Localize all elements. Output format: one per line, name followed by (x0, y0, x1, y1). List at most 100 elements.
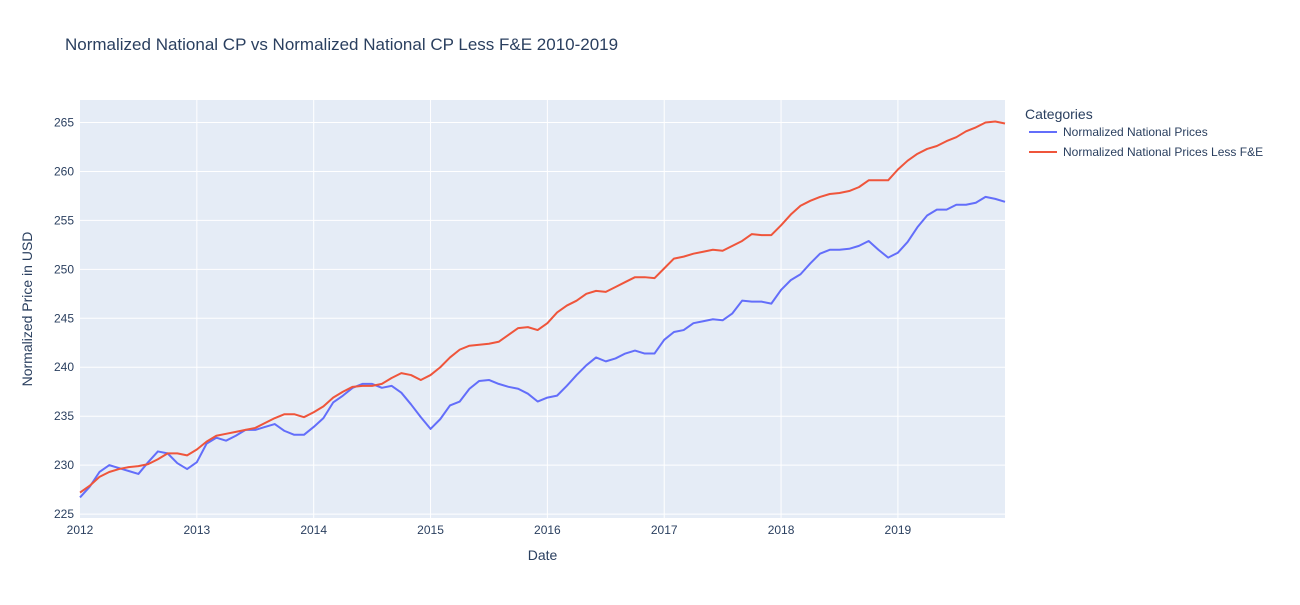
data-point[interactable] (96, 474, 102, 480)
data-point[interactable] (447, 402, 453, 408)
data-point[interactable] (613, 355, 619, 361)
data-point[interactable] (895, 167, 901, 173)
data-point[interactable] (759, 232, 765, 238)
data-point[interactable] (389, 383, 395, 389)
data-point[interactable] (174, 460, 180, 466)
data-point[interactable] (651, 351, 657, 357)
data-point[interactable] (973, 124, 979, 130)
data-point[interactable] (613, 284, 619, 290)
data-point[interactable] (145, 461, 151, 467)
data-point[interactable] (905, 158, 911, 164)
data-point[interactable] (408, 401, 414, 407)
data-point[interactable] (466, 343, 472, 349)
data-point[interactable] (291, 432, 297, 438)
data-point[interactable] (953, 134, 959, 140)
data-point[interactable] (710, 247, 716, 253)
data-point[interactable] (866, 238, 872, 244)
data-point[interactable] (622, 351, 628, 357)
data-point[interactable] (515, 386, 521, 392)
data-point[interactable] (77, 490, 83, 496)
data-point[interactable] (574, 372, 580, 378)
data-point[interactable] (603, 358, 609, 364)
data-point[interactable] (486, 377, 492, 383)
data-point[interactable] (87, 483, 93, 489)
data-point[interactable] (671, 256, 677, 262)
data-point[interactable] (583, 362, 589, 368)
data-point[interactable] (963, 128, 969, 134)
data-point[interactable] (418, 414, 424, 420)
series-line[interactable] (79, 120, 1006, 494)
data-point[interactable] (135, 463, 141, 469)
data-point[interactable] (184, 466, 190, 472)
data-point[interactable] (603, 289, 609, 295)
data-point[interactable] (885, 255, 891, 261)
data-point[interactable] (194, 459, 200, 465)
data-point[interactable] (398, 390, 404, 396)
data-point[interactable] (574, 298, 580, 304)
data-point[interactable] (992, 119, 998, 125)
data-point[interactable] (1002, 199, 1008, 205)
data-point[interactable] (544, 395, 550, 401)
data-point[interactable] (476, 342, 482, 348)
data-point[interactable] (350, 384, 356, 390)
data-point[interactable] (749, 299, 755, 305)
data-point[interactable] (983, 194, 989, 200)
data-point[interactable] (875, 177, 881, 183)
data-point[interactable] (213, 433, 219, 439)
data-point[interactable] (184, 452, 190, 458)
data-point[interactable] (622, 279, 628, 285)
data-point[interactable] (320, 415, 326, 421)
data-point[interactable] (428, 372, 434, 378)
data-point[interactable] (788, 277, 794, 283)
data-point[interactable] (739, 298, 745, 304)
data-point[interactable] (671, 329, 677, 335)
data-point[interactable] (320, 403, 326, 409)
data-point[interactable] (632, 348, 638, 354)
data-point[interactable] (593, 354, 599, 360)
data-point[interactable] (1002, 120, 1008, 126)
data-point[interactable] (924, 146, 930, 152)
data-point[interactable] (496, 381, 502, 387)
data-point[interactable] (700, 318, 706, 324)
data-point[interactable] (807, 260, 813, 266)
data-point[interactable] (963, 202, 969, 208)
data-point[interactable] (788, 212, 794, 218)
data-point[interactable] (827, 191, 833, 197)
data-point[interactable] (379, 381, 385, 387)
data-point[interactable] (291, 411, 297, 417)
data-point[interactable] (593, 288, 599, 294)
data-point[interactable] (924, 213, 930, 219)
data-point[interactable] (885, 177, 891, 183)
data-point[interactable] (476, 378, 482, 384)
data-point[interactable] (535, 327, 541, 333)
data-point[interactable] (895, 250, 901, 256)
data-point[interactable] (457, 399, 463, 405)
data-point[interactable] (739, 238, 745, 244)
data-point[interactable] (447, 354, 453, 360)
data-point[interactable] (505, 332, 511, 338)
data-point[interactable] (944, 207, 950, 213)
data-point[interactable] (729, 310, 735, 316)
data-point[interactable] (690, 320, 696, 326)
data-point[interactable] (866, 177, 872, 183)
data-point[interactable] (720, 248, 726, 254)
data-point[interactable] (369, 383, 375, 389)
data-point[interactable] (272, 421, 278, 427)
data-point[interactable] (875, 247, 881, 253)
data-point[interactable] (535, 399, 541, 405)
data-point[interactable] (281, 411, 287, 417)
data-point[interactable] (856, 243, 862, 249)
data-point[interactable] (768, 232, 774, 238)
data-point[interactable] (165, 450, 171, 456)
data-point[interactable] (466, 386, 472, 392)
data-point[interactable] (642, 351, 648, 357)
data-point[interactable] (155, 456, 161, 462)
data-point[interactable] (311, 424, 317, 430)
data-point[interactable] (106, 462, 112, 468)
data-point[interactable] (515, 325, 521, 331)
data-point[interactable] (651, 275, 657, 281)
data-point[interactable] (204, 439, 210, 445)
data-point[interactable] (408, 372, 414, 378)
data-point[interactable] (223, 438, 229, 444)
legend-item-normalized-national-prices-less-fe[interactable]: Normalized National Prices Less F&E (1029, 145, 1263, 159)
